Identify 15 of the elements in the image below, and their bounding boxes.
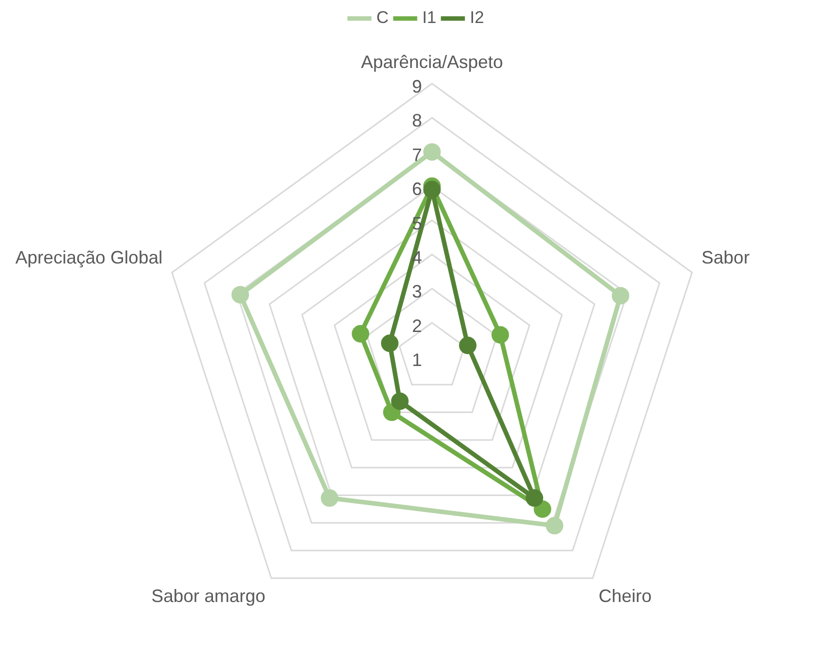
y-tick-label: 9 [412, 76, 422, 97]
y-tick-label: 3 [412, 282, 422, 302]
spoke-label: Sabor [702, 248, 750, 268]
spoke-label: Sabor amargo [151, 586, 266, 606]
legend-label: I2 [470, 8, 484, 28]
y-tick-label: 1 [412, 350, 422, 370]
y-tick-label: 2 [412, 316, 422, 336]
legend-label: C [376, 8, 389, 28]
spoke-label: Apreciação Global [15, 248, 162, 268]
y-tick-label: 8 [412, 110, 422, 131]
spoke-label: Cheiro [598, 586, 652, 606]
y-tick-label: 6 [412, 179, 422, 200]
legend-label: I1 [422, 8, 436, 28]
spoke-label: Aparência/Aspeto [360, 52, 504, 72]
y-tick-label: 7 [412, 144, 422, 165]
